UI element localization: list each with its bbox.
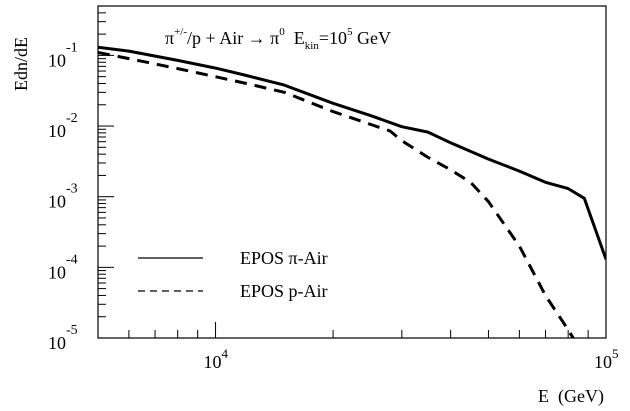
plot-area: 104 105 10-1 10-2 10-3 10-4 10-5 — [48, 5, 619, 372]
legend: EPOS π-Air EPOS p-Air — [138, 248, 328, 301]
chart-title: π+/-/p + Air → π0 Ekin=105 GeV — [165, 26, 391, 52]
y-tick-label-3: 10-4 — [48, 252, 78, 282]
y-tick-label-4: 10-5 — [48, 323, 78, 353]
y-axis-label: Edn/dE — [11, 37, 31, 91]
y-tick-label-2: 10-3 — [48, 182, 78, 212]
legend-label-pi-air: EPOS π-Air — [240, 248, 328, 268]
x-axis-label: E (GeV) — [538, 386, 604, 407]
series-line-p-air — [98, 51, 575, 338]
x-tick-label-1: 105 — [594, 346, 619, 372]
legend-label-p-air: EPOS p-Air — [240, 281, 328, 301]
y-tick-label-0: 10-1 — [48, 40, 78, 70]
x-tick-label-0: 104 — [204, 346, 229, 372]
plot-frame — [97, 5, 607, 339]
series-line-pi-air — [98, 45, 606, 260]
y-tick-label-1: 10-2 — [48, 111, 78, 141]
